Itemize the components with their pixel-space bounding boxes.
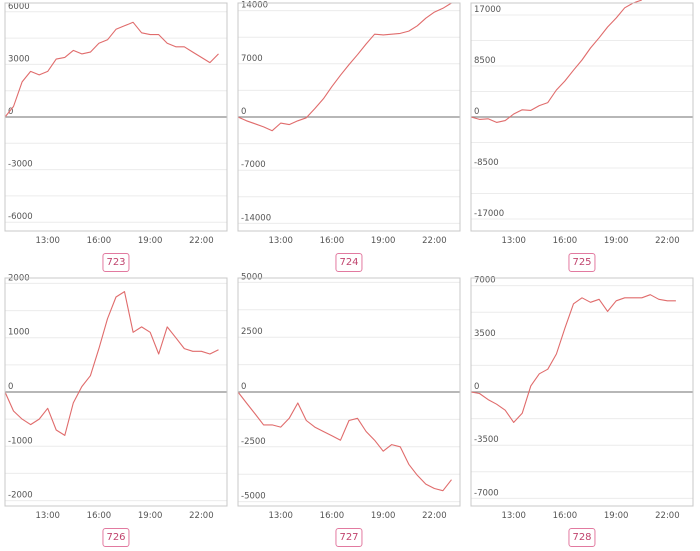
- panel-label-badge[interactable]: 726: [102, 528, 130, 547]
- y-tick-label: -1000: [8, 436, 33, 446]
- x-tick-label: 16:00: [320, 511, 345, 521]
- x-tick-label: 13:00: [501, 511, 526, 521]
- x-tick-label: 13:00: [268, 511, 293, 521]
- plot-frame: [237, 277, 461, 507]
- panel-label-badge[interactable]: 724: [335, 253, 363, 272]
- x-tick-label: 22:00: [422, 236, 447, 246]
- y-tick-label: 3500: [474, 329, 496, 339]
- y-tick-label: -3500: [474, 435, 499, 445]
- y-tick-label: 0: [474, 382, 479, 392]
- y-tick-label: 3000: [8, 54, 30, 64]
- series-line: [4, 21, 219, 118]
- y-tick-label: -6000: [8, 212, 33, 222]
- y-tick-label: 7000: [241, 54, 263, 64]
- x-tick-label: 19:00: [138, 236, 163, 246]
- chart-panel-727: 5000 2500 0 -2500 -5000 13:00 16:00 19:00 22:00 7…: [237, 272, 461, 548]
- y-tick-label: 14000: [241, 1, 268, 11]
- plot-frame: [470, 2, 694, 232]
- chart-panel-724: 14000 7000 0 -7000 -14000 13:00 16:00 19:00 22:0…: [237, 1, 461, 273]
- line-chart: 17000 8500 0 -8500 -17000 13:00 16:00 19:00 22:0…: [470, 0, 694, 246]
- plot-frame: [237, 2, 461, 232]
- x-tick-label: 16:00: [87, 236, 112, 246]
- y-tick-label: -2000: [8, 491, 33, 501]
- y-tick-label: 8500: [474, 56, 496, 66]
- panel-label-badge[interactable]: 727: [335, 528, 363, 547]
- plot-frame: [4, 2, 228, 232]
- x-tick-label: 22:00: [189, 236, 214, 246]
- x-tick-label: 13:00: [35, 236, 60, 246]
- chart-panel-726: 2000 1000 0 -1000 -2000 13:00 16:00 19:00 22:00 7…: [4, 273, 228, 548]
- panel-label-badge[interactable]: 728: [568, 528, 596, 547]
- y-tick-label: -14000: [241, 213, 271, 223]
- y-tick-label: 17000: [474, 5, 501, 15]
- plot-frame: [4, 277, 228, 507]
- chart-panel-728: 7000 3500 0 -3500 -7000 13:00 16:00 19:00 22:00 7…: [470, 276, 694, 548]
- y-tick-label: -5000: [241, 492, 266, 502]
- y-tick-label: 1000: [8, 328, 30, 338]
- panel-label-badge[interactable]: 725: [568, 253, 596, 272]
- x-tick-label: 22:00: [422, 511, 447, 521]
- y-tick-label: -2500: [241, 437, 266, 447]
- line-chart: 14000 7000 0 -7000 -14000 13:00 16:00 19:00 22:0…: [237, 1, 461, 246]
- x-tick-label: 19:00: [371, 236, 396, 246]
- x-tick-label: 22:00: [655, 236, 680, 246]
- series-line: [237, 391, 452, 492]
- y-tick-label: 0: [241, 107, 246, 117]
- x-tick-label: 13:00: [501, 236, 526, 246]
- x-tick-label: 19:00: [604, 511, 629, 521]
- series-line: [4, 291, 219, 436]
- x-tick-label: 19:00: [371, 511, 396, 521]
- y-tick-label: 0: [241, 382, 246, 392]
- line-chart: 7000 3500 0 -3500 -7000 13:00 16:00 19:00 22:00: [470, 276, 694, 521]
- x-tick-label: 19:00: [138, 511, 163, 521]
- x-tick-label: 22:00: [189, 511, 214, 521]
- x-tick-label: 16:00: [553, 511, 578, 521]
- y-tick-label: -17000: [474, 209, 504, 219]
- line-chart: 6000 3000 0 -3000 -6000 13:00 16:00 19:00 22:00: [4, 2, 228, 246]
- panel-label-badge[interactable]: 723: [102, 253, 130, 272]
- y-tick-label: 7000: [474, 276, 496, 286]
- series-line: [470, 294, 676, 423]
- y-tick-label: -8500: [474, 158, 499, 168]
- y-tick-label: 0: [8, 107, 13, 117]
- series-line: [237, 2, 452, 132]
- y-tick-label: 0: [8, 382, 13, 392]
- x-tick-label: 19:00: [604, 236, 629, 246]
- x-tick-label: 13:00: [35, 511, 60, 521]
- chart-panel-725: 17000 8500 0 -8500 -17000 13:00 16:00 19:00 22:0…: [470, 0, 694, 273]
- x-tick-label: 16:00: [320, 236, 345, 246]
- x-tick-label: 16:00: [553, 236, 578, 246]
- y-tick-label: -7000: [474, 488, 499, 498]
- y-tick-label: -3000: [8, 160, 33, 170]
- plot-frame: [470, 277, 694, 507]
- y-tick-label: 5000: [241, 272, 263, 282]
- x-tick-label: 16:00: [87, 511, 112, 521]
- chart-panel-723: 6000 3000 0 -3000 -6000 13:00 16:00 19:00 22:00 7…: [4, 2, 228, 273]
- y-tick-label: 6000: [8, 2, 30, 12]
- y-tick-label: -7000: [241, 160, 266, 170]
- y-tick-label: 0: [474, 107, 479, 117]
- series-line: [470, 0, 642, 123]
- y-tick-label: 2500: [241, 327, 263, 337]
- x-tick-label: 13:00: [268, 236, 293, 246]
- x-tick-label: 22:00: [655, 511, 680, 521]
